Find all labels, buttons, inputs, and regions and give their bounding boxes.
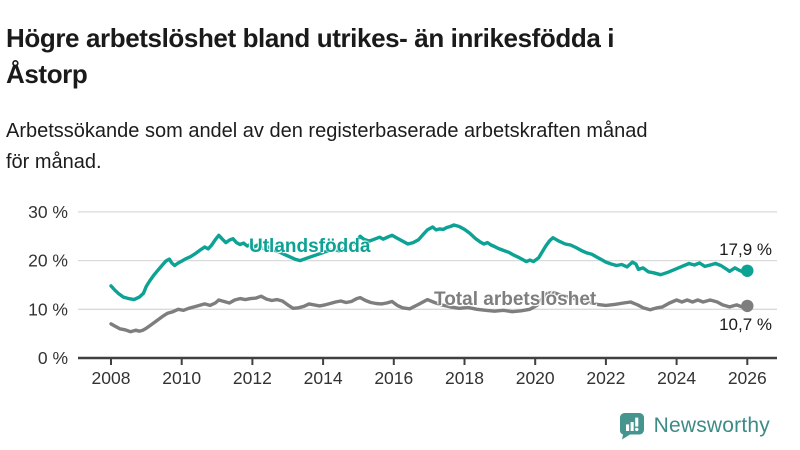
y-axis-label: 0 %	[38, 348, 68, 368]
x-axis-label: 2026	[728, 368, 767, 388]
page-title-line1: Högre arbetslöshet bland utrikes- än inr…	[6, 23, 615, 54]
y-axis-label: 10 %	[28, 299, 68, 319]
series-end-dot-utlandsfodda	[741, 264, 754, 277]
series-line-total	[109, 290, 749, 334]
x-axis-label: 2008	[92, 368, 131, 388]
x-axis-label: 2014	[304, 368, 343, 388]
x-axis-label: 2022	[586, 368, 625, 388]
page-title-line2: Åstorp	[6, 59, 88, 90]
page-subtitle-line2: för månad.	[6, 151, 102, 173]
x-axis-label: 2020	[516, 368, 555, 388]
y-axis-label: 30 %	[28, 202, 68, 222]
end-value-label-utlandsfodda: 17,9 %	[719, 240, 772, 259]
series-line-utlandsfodda	[109, 223, 749, 302]
series-label-total-arbetsloshet: Total arbetslöshet	[434, 289, 597, 310]
x-axis-label: 2024	[657, 368, 696, 388]
newsworthy-speech-bubble-bars-icon	[619, 413, 644, 440]
series-end-dot-total	[741, 299, 754, 313]
end-value-label-total: 10,7 %	[719, 315, 772, 334]
x-axis-label: 2018	[445, 368, 484, 388]
page-title: Högre arbetslöshet bland utrikes- än inr…	[6, 20, 776, 92]
page-subtitle: Arbetssökande som andel av den registerb…	[6, 116, 786, 178]
x-axis-label: 2010	[162, 368, 201, 388]
series-label-utlandsfodda: Utlandsfödda	[249, 236, 371, 257]
newsworthy-logo[interactable]: Newsworthy	[619, 412, 770, 440]
page-subtitle-line1: Arbetssökande som andel av den registerb…	[6, 120, 648, 142]
x-axis-label: 2016	[374, 368, 413, 388]
y-axis-label: 20 %	[28, 251, 68, 271]
x-axis-label: 2012	[233, 368, 272, 388]
newsworthy-wordmark: Newsworthy	[653, 414, 770, 437]
